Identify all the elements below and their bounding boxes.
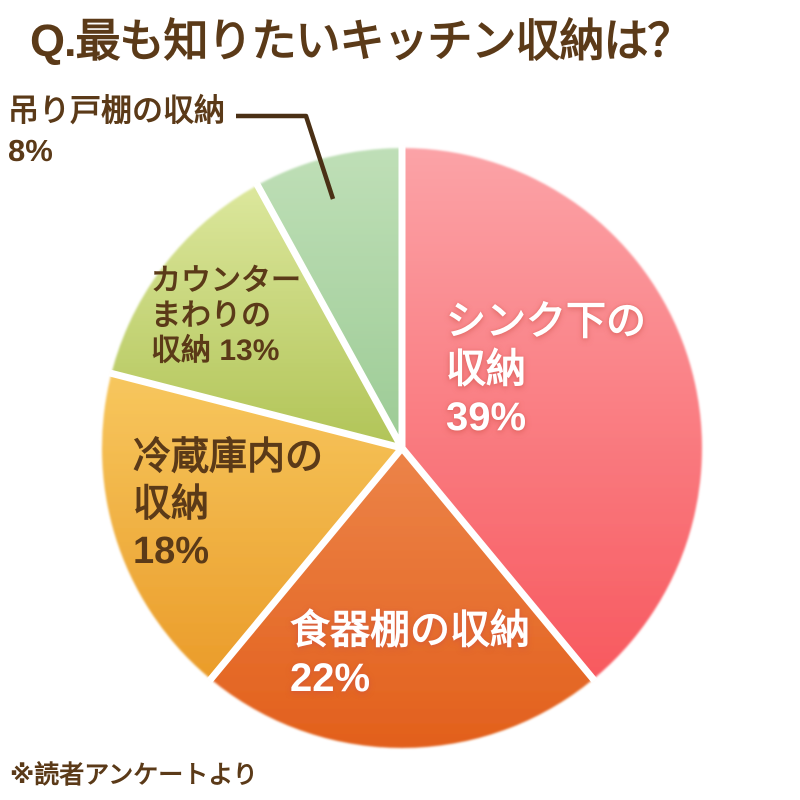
slice-label-hanging-cupboard: 吊り戸棚の収納 8% [8,93,225,168]
pie-wedges [101,148,703,749]
source-footnote: ※読者アンケートより [10,761,258,789]
chart-title: Q.最も知りたいキッチン収納は？ [30,15,693,66]
pie-slice-3 [111,185,403,448]
slice-label-counter-area: カウンター まわりの 収納 13% [151,264,301,368]
leader-line-hanging-cupboard [236,113,336,200]
slice-label-refrigerator: 冷蔵庫内の 収納 18% [133,436,324,573]
slice-separator-4 [253,181,406,450]
pie-slice-0 [402,148,703,680]
pie-slice-4 [257,148,402,448]
slice-separator-1 [399,445,598,683]
slice-label-under-sink: シンク下の 収納 39% [446,299,646,439]
slice-label-dish-cabinet: 食器棚の収納 22% [290,608,530,700]
slice-separators [108,146,598,683]
pie-slice-1 [210,448,594,749]
slice-separator-2 [206,445,405,683]
slice-separator-3 [108,369,403,452]
pie-slice-2 [101,373,402,680]
